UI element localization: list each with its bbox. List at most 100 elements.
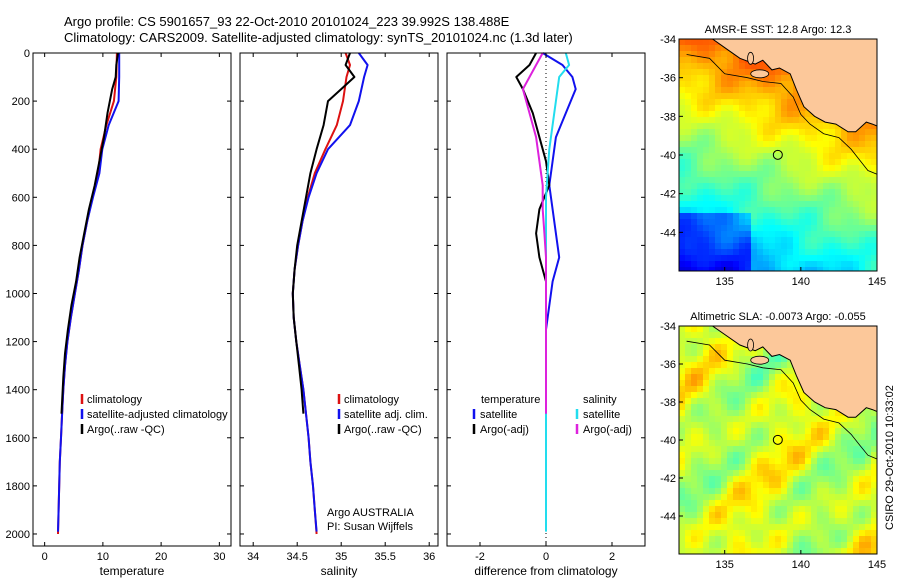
sst-map-heat-cell [757,219,763,225]
sla-map-ytick-label: -44 [660,511,676,523]
sst-map-heat-cell [781,243,787,249]
sst-map-heat-cell [727,159,733,165]
temperature-axes-frame [32,52,232,547]
sst-map-heat-cell [805,195,811,201]
sst-map-heat-cell [823,255,829,261]
sla-map-heat-cell [787,536,793,542]
sla-map-heat-cell [709,410,715,416]
sst-map-heat-cell [799,177,805,183]
sst-map-heat-cell [805,207,811,213]
sla-map-heat-cell [751,386,757,392]
sst-map-heat-cell [775,237,781,243]
sla-map-heat-cell [739,500,745,506]
sst-map-heat-cell [745,213,751,219]
sst-map-heat-cell [691,207,697,213]
sst-map-heat-cell [727,189,733,195]
sla-map-heat-cell [691,434,697,440]
sla-map-heat-cell [703,362,709,368]
sla-map-heat-cell [811,488,817,494]
sst-map-heat-cell [697,177,703,183]
sla-map-ytick-label: -38 [660,397,676,409]
sst-map-heat-cell [811,153,817,159]
sst-map-heat-cell [763,177,769,183]
sst-map-heat-cell [697,141,703,147]
sst-map-heat-cell [781,93,787,99]
sla-map-heat-cell [763,482,769,488]
sst-map-heat-cell [733,99,739,105]
sla-map-heat-cell [757,434,763,440]
sla-map-heat-cell [685,506,691,512]
sla-map-heat-cell [805,410,811,416]
sla-map-heat-cell [745,512,751,518]
depth-tick-label: 1800 [6,481,30,493]
sst-map-heat-cell [781,129,787,135]
sst-map-heat-cell [721,45,727,51]
sla-map-heat-cell [769,452,775,458]
sla-map-heat-cell [751,542,757,548]
sla-map-heat-cell [703,428,709,434]
sst-map-heat-cell [685,267,691,271]
sst-map-heat-cell [769,189,775,195]
sla-map-heat-cell [835,518,841,524]
sst-map-heat-cell [811,267,817,271]
sst-map-heat-cell [685,189,691,195]
sst-map-heat-cell [793,213,799,219]
sla-map-heat-cell [733,470,739,476]
sst-map-heat-cell [721,225,727,231]
sst-map-heat-cell [781,237,787,243]
sla-map-heat-cell [799,524,805,530]
sst-map-heat-cell [721,159,727,165]
sst-map-heat-cell [709,261,715,267]
sst-map-float-marker [772,149,783,160]
sst-map-heat-cell [817,243,823,249]
sla-map-heat-cell [811,446,817,452]
sla-map-heat-cell [715,518,721,524]
sla-map-heat-cell [733,380,739,386]
sst-map-heat-cell [787,219,793,225]
sla-map-heat-cell [697,518,703,524]
sla-map-heat-cell [847,446,853,452]
sst-map-heat-cell [751,255,757,261]
sla-map-heat-cell [697,542,703,548]
sla-map-heat-cell [865,464,871,470]
sst-map-heat-cell [721,207,727,213]
sla-map-heat-cell [811,428,817,434]
sla-map-heat-cell [817,530,823,536]
sst-map-heat-cell [775,171,781,177]
sla-map-heat-cell [775,476,781,482]
sst-map-heat-cell [865,255,871,261]
sst-map-heat-cell [721,63,727,69]
sst-map-heat-cell [817,123,823,129]
sst-map-heat-cell [811,225,817,231]
sla-map-heat-cell [691,338,697,344]
sst-map-heat-cell [853,225,859,231]
sst-map-heat-cell [721,153,727,159]
sla-map-heat-cell [751,398,757,404]
sst-map-heat-cell [679,141,685,147]
sst-map-heat-cell [859,135,865,141]
sst-map-heat-cell [721,135,727,141]
sla-map-heat-cell [721,464,727,470]
sla-map-heat-cell [739,548,745,554]
sst-map-heat-cell [679,261,685,267]
sla-map-heat-cell [733,440,739,446]
sst-map-heat-cell [775,225,781,231]
sst-map-heat-cell [811,243,817,249]
sst-map-heat-cell [685,105,691,111]
sla-map-heat-cell [703,476,709,482]
sst-map-heat-cell [829,153,835,159]
sst-map-heat-cell [691,57,697,63]
sst-map-heat-cell [715,129,721,135]
sst-map-heat-cell [769,171,775,177]
sst-map-heat-cell [853,171,859,177]
sla-map-heat-cell [703,338,709,344]
sla-map-heat-cell [697,368,703,374]
sst-map-heat-cell [775,159,781,165]
sst-map-heat-cell [859,141,865,147]
sla-map-heat-cell [763,392,769,398]
sla-map-heat-cell [841,506,847,512]
sst-map-heat-cell [865,195,871,201]
sla-map-heat-cell [835,428,841,434]
sst-map-heat-cell [697,159,703,165]
sst-map-heat-cell [679,93,685,99]
